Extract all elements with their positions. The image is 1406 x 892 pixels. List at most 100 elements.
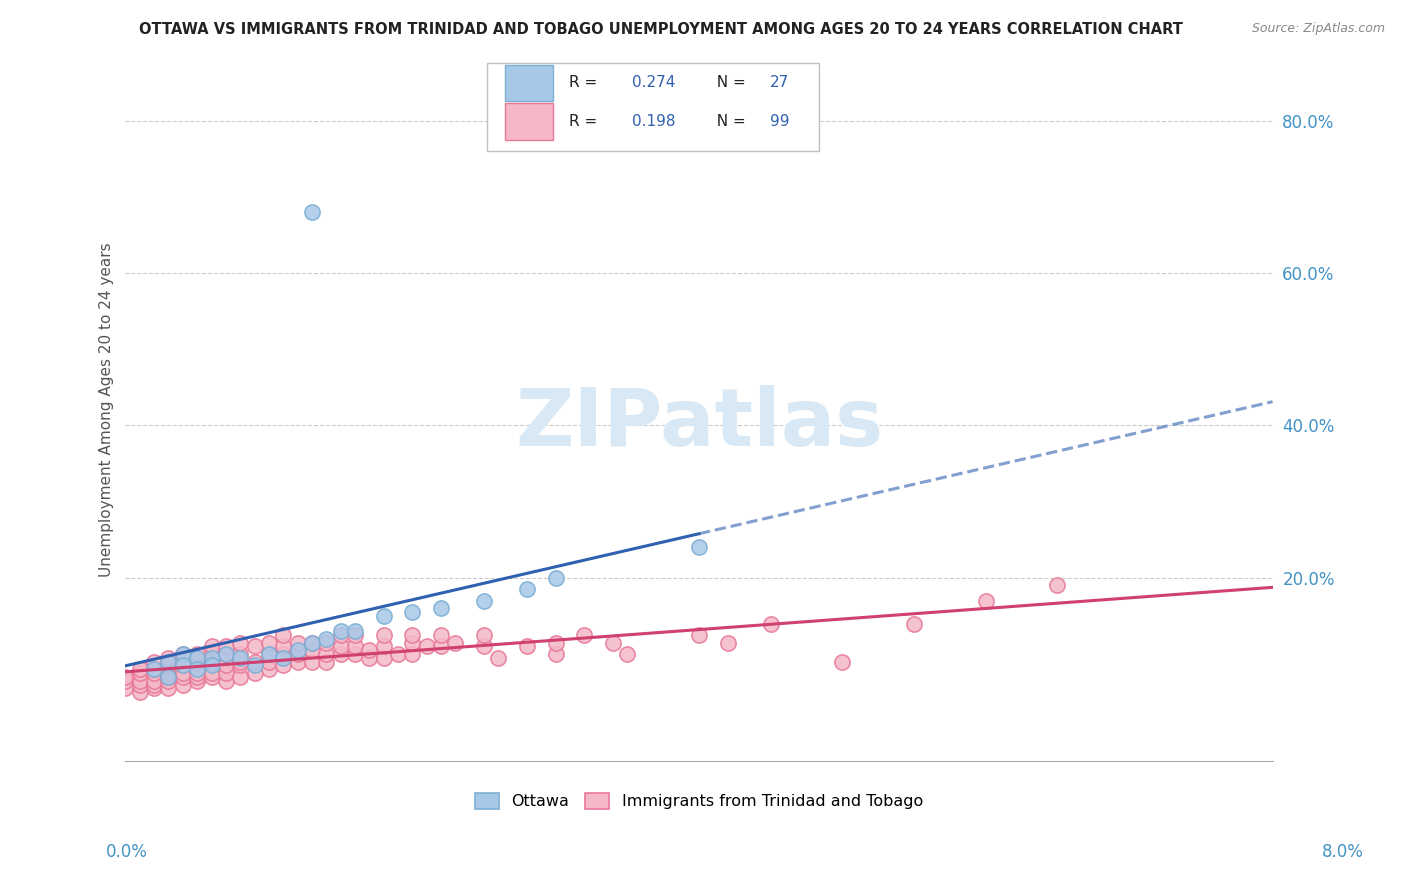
Text: 0.198: 0.198 — [633, 114, 676, 129]
Point — [301, 635, 323, 649]
Point — [831, 655, 853, 669]
Text: 0.0%: 0.0% — [105, 843, 148, 861]
Point — [157, 650, 180, 665]
Point — [343, 640, 366, 654]
Point — [301, 655, 323, 669]
Text: 27: 27 — [770, 76, 789, 90]
Point — [688, 628, 710, 642]
Point — [186, 655, 208, 669]
Point — [287, 647, 309, 661]
Point — [243, 666, 266, 681]
Point — [229, 670, 252, 684]
Text: N =: N = — [707, 114, 751, 129]
Point — [329, 647, 352, 661]
Point — [243, 655, 266, 669]
Point — [114, 681, 136, 696]
Point — [271, 628, 294, 642]
Point — [444, 635, 467, 649]
Point — [186, 666, 208, 681]
Point — [143, 673, 166, 688]
Point — [717, 635, 740, 649]
Point — [143, 666, 166, 681]
Point — [172, 670, 194, 684]
Point — [430, 640, 453, 654]
Text: R =: R = — [569, 114, 603, 129]
Point — [343, 647, 366, 661]
Point — [257, 647, 280, 661]
FancyBboxPatch shape — [505, 65, 554, 101]
Point — [128, 662, 150, 676]
Point — [359, 650, 381, 665]
Point — [271, 647, 294, 661]
Point — [200, 666, 222, 681]
Point — [401, 605, 423, 619]
Point — [229, 650, 252, 665]
Point — [271, 658, 294, 673]
Point — [315, 647, 337, 661]
Text: N =: N = — [707, 76, 751, 90]
Point — [472, 593, 495, 607]
Point — [143, 662, 166, 676]
Point — [186, 650, 208, 665]
Point — [215, 673, 238, 688]
Point — [200, 655, 222, 669]
Point — [114, 670, 136, 684]
Point — [215, 666, 238, 681]
Point — [472, 628, 495, 642]
Point — [215, 658, 238, 673]
Point — [257, 647, 280, 661]
Point — [329, 640, 352, 654]
Point — [243, 658, 266, 673]
Point — [143, 677, 166, 691]
Point — [157, 670, 180, 684]
Point — [257, 655, 280, 669]
Point — [114, 673, 136, 688]
Point — [186, 670, 208, 684]
Point — [172, 666, 194, 681]
Point — [373, 650, 395, 665]
FancyBboxPatch shape — [486, 63, 820, 151]
Point — [200, 670, 222, 684]
Point — [243, 640, 266, 654]
Point — [430, 628, 453, 642]
Point — [143, 655, 166, 669]
Point — [172, 647, 194, 661]
Point — [343, 624, 366, 639]
Point — [257, 662, 280, 676]
Point — [186, 647, 208, 661]
Point — [544, 647, 567, 661]
Point — [271, 640, 294, 654]
Point — [200, 658, 222, 673]
Point — [287, 655, 309, 669]
Point — [544, 635, 567, 649]
Point — [974, 593, 997, 607]
Point — [574, 628, 596, 642]
Text: ZIPatlas: ZIPatlas — [515, 385, 883, 463]
FancyBboxPatch shape — [505, 103, 554, 140]
Point — [257, 635, 280, 649]
Point — [200, 650, 222, 665]
Point — [157, 666, 180, 681]
Point — [287, 635, 309, 649]
Point — [215, 647, 238, 661]
Point — [616, 647, 638, 661]
Y-axis label: Unemployment Among Ages 20 to 24 years: Unemployment Among Ages 20 to 24 years — [100, 243, 114, 577]
Point — [215, 640, 238, 654]
Point — [128, 685, 150, 699]
Point — [128, 677, 150, 691]
Point — [401, 628, 423, 642]
Point — [215, 647, 238, 661]
Point — [157, 681, 180, 696]
Point — [329, 624, 352, 639]
Point — [688, 541, 710, 555]
Point — [430, 601, 453, 615]
Point — [143, 662, 166, 676]
Point — [172, 658, 194, 673]
Point — [229, 635, 252, 649]
Point — [315, 635, 337, 649]
Point — [172, 658, 194, 673]
Text: 99: 99 — [770, 114, 790, 129]
Point — [329, 628, 352, 642]
Point — [387, 647, 409, 661]
Point — [315, 655, 337, 669]
